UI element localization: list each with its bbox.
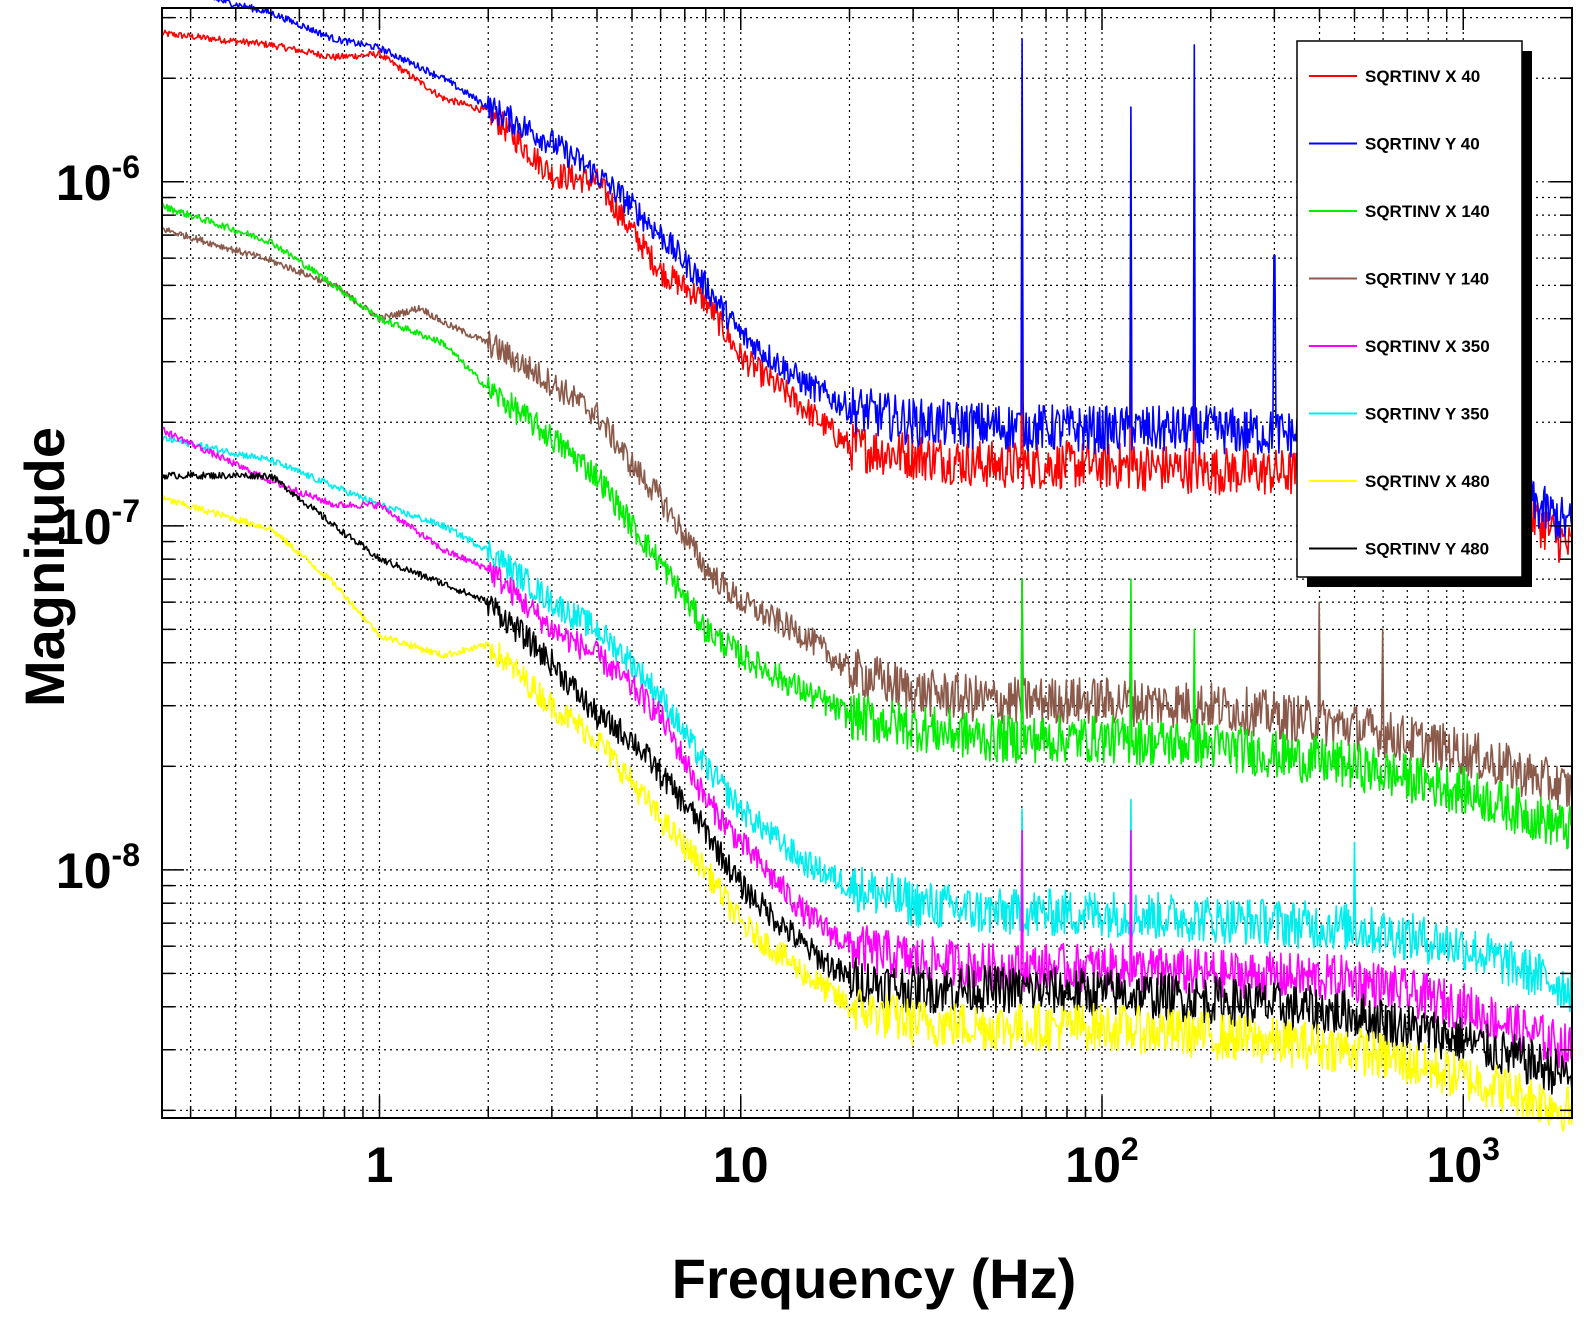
- legend-entry: SQRTINV X 350: [1365, 337, 1490, 356]
- legend-entry: SQRTINV X 140: [1365, 202, 1490, 221]
- legend-entry: SQRTINV X 40: [1365, 67, 1480, 86]
- tick-label: 10-7: [56, 493, 140, 555]
- tick-labels: 1 10 102 103 10-8 10-7 10-6: [56, 149, 1500, 1193]
- series-line: [161, 471, 1573, 1095]
- tick-label: 10-6: [56, 149, 140, 211]
- tick-label: 1: [366, 1137, 394, 1193]
- tick-label: 10: [713, 1137, 769, 1193]
- legend-entry: SQRTINV Y 40: [1365, 135, 1480, 154]
- plot-frame: [161, 7, 1573, 1119]
- tick-label: 10-8: [56, 837, 140, 899]
- legend-entry: SQRTINV Y 140: [1365, 270, 1489, 289]
- legend-entry: SQRTINV X 480: [1365, 472, 1490, 491]
- series-line: [161, 203, 1573, 850]
- series-line: [162, 227, 1573, 811]
- axis-ticks: [162, 8, 1573, 1118]
- tick-label: 103: [1427, 1131, 1500, 1193]
- x-axis-title: Frequency (Hz): [672, 1247, 1077, 1310]
- legend-entry: SQRTINV Y 350: [1365, 405, 1489, 424]
- legend-entry: SQRTINV Y 480: [1365, 540, 1489, 559]
- legend-box: [1296, 40, 1523, 578]
- legend: SQRTINV X 40 SQRTINV Y 40 SQRTINV X 140 SQR…: [1296, 40, 1532, 587]
- y-axis-title: Magnitude: [13, 427, 76, 707]
- series-layer: [161, 0, 1573, 1132]
- tick-label: 102: [1065, 1131, 1138, 1193]
- series-line: [161, 435, 1573, 1013]
- series-line: [161, 495, 1573, 1132]
